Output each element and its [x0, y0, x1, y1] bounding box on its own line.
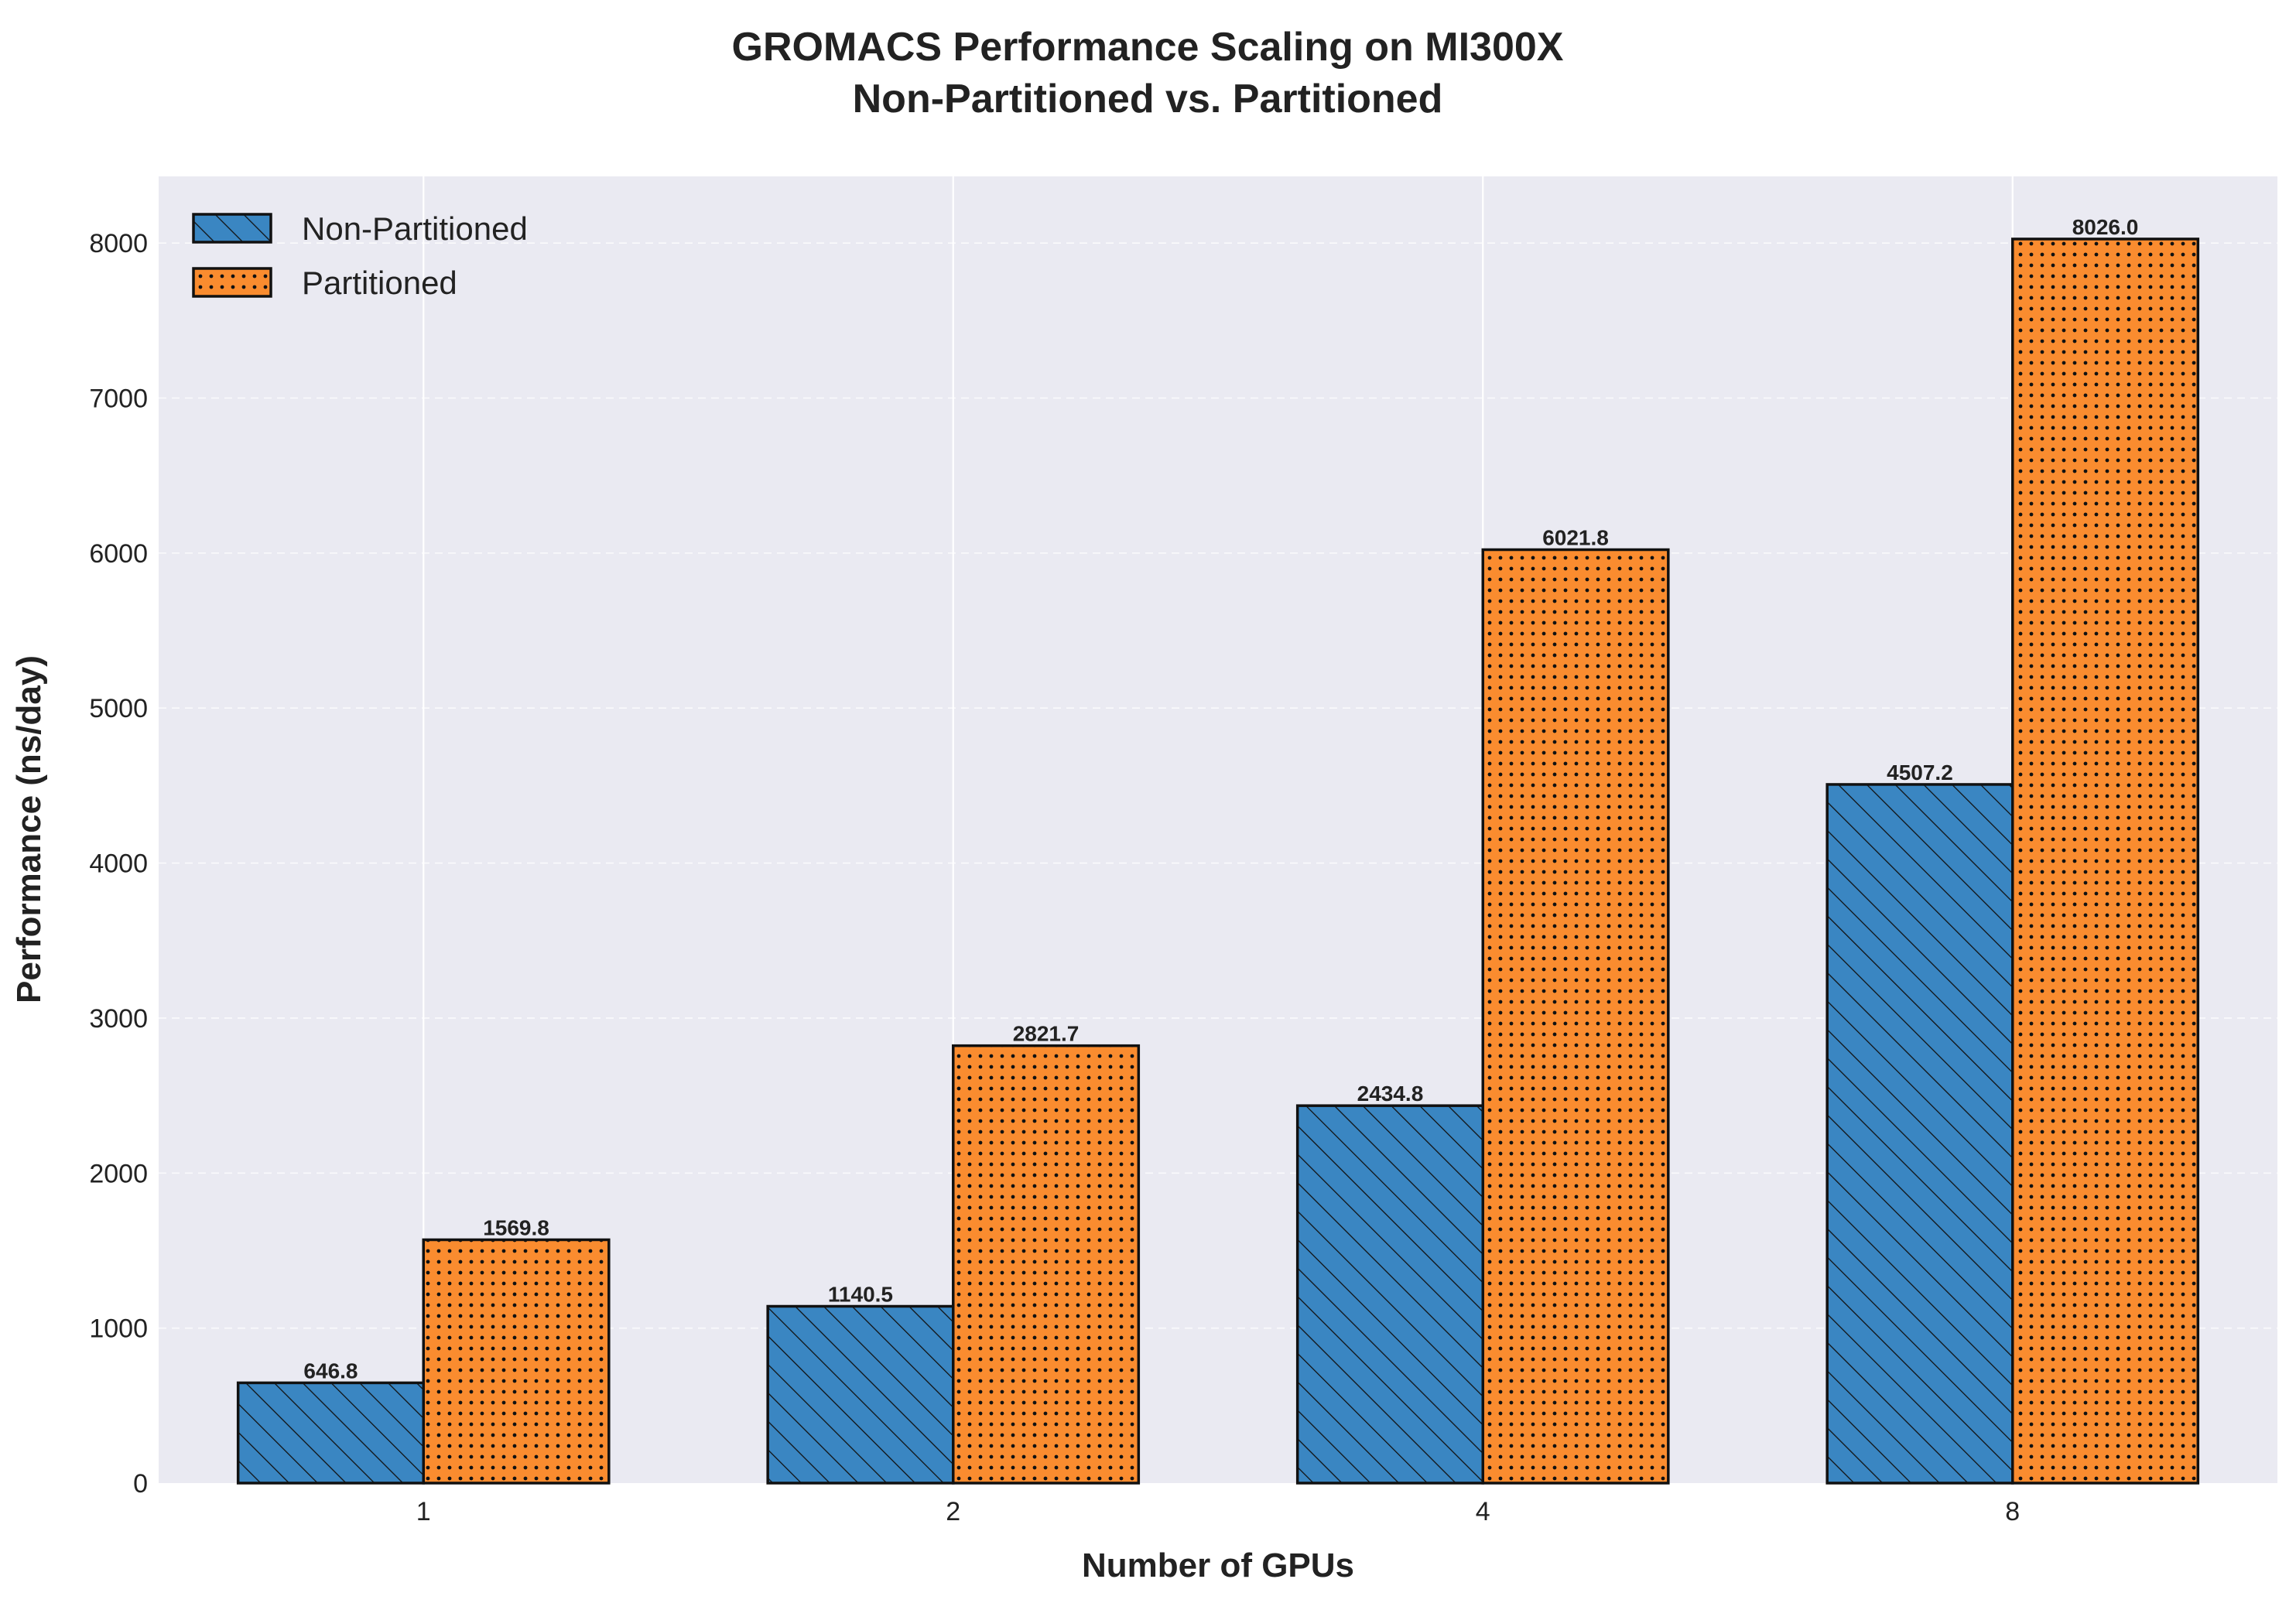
bar-value-label: 1140.5	[828, 1282, 893, 1306]
bar-value-label: 6021.8	[1542, 525, 1609, 549]
y-tick-label: 1000	[89, 1314, 148, 1344]
bar-partitioned-4	[1481, 548, 1670, 1485]
bar-value-labels: 646.8 1140.5 2434.8 4507.2 1569.8 2821.7 6021.…	[303, 215, 2138, 1383]
tick-labels: 0 1000 2000 3000 4000 5000 6000 7000 8000 1 2 4 8	[89, 229, 2020, 1526]
bar-value-label: 2434.8	[1357, 1082, 1424, 1106]
bar-value-label: 646.8	[303, 1359, 358, 1383]
y-tick-label: 2000	[89, 1159, 148, 1188]
bars	[236, 238, 2200, 1485]
bar-partitioned-2	[952, 1044, 1141, 1485]
y-axis-label: Performance (ns/day)	[10, 655, 48, 1003]
bar-partitioned-8	[2011, 238, 2200, 1485]
x-tick-label: 1	[416, 1497, 431, 1526]
x-tick-label: 2	[946, 1497, 960, 1526]
bar-pattern	[1483, 549, 1668, 1483]
bar-value-label: 8026.0	[2072, 215, 2139, 239]
bar-outline	[952, 1044, 1141, 1485]
bar-pattern	[2012, 238, 2198, 1483]
bar-outline	[2011, 238, 2200, 1485]
x-axis-label: Number of GPUs	[1082, 1547, 1354, 1584]
y-tick-label: 3000	[89, 1004, 148, 1034]
y-tick-label: 8000	[89, 229, 148, 258]
chart-title-line-1: GROMACS Performance Scaling on MI300X	[732, 25, 1564, 70]
bar-outline	[1481, 548, 1670, 1485]
bar-pattern	[1297, 1106, 1483, 1483]
legend-swatch-pattern	[193, 214, 271, 242]
chart-title-line-2: Non-Partitioned vs. Partitioned	[853, 77, 1443, 121]
x-tick-label: 4	[1476, 1497, 1490, 1526]
legend-item: Non-Partitioned	[192, 210, 528, 247]
legend-item: Partitioned	[192, 265, 457, 301]
legend-label: Partitioned	[302, 265, 457, 301]
bar-value-label: 4507.2	[1887, 760, 1953, 784]
bar-outline	[422, 1238, 611, 1485]
bar-partitioned-1	[422, 1238, 611, 1485]
bar-non-partitioned-1	[236, 1381, 425, 1485]
y-tick-label: 0	[133, 1469, 148, 1499]
bar-value-label: 1569.8	[483, 1215, 549, 1239]
x-tick-label: 8	[2005, 1497, 2020, 1526]
bar-pattern	[953, 1045, 1139, 1483]
bar-non-partitioned-2	[766, 1304, 955, 1485]
bar-pattern	[238, 1383, 424, 1483]
legend-swatch-pattern	[193, 268, 271, 296]
bar-non-partitioned-4	[1295, 1104, 1485, 1485]
legend: Non-Partitioned Partitioned	[192, 210, 528, 301]
y-tick-label: 7000	[89, 385, 148, 414]
bar-value-label: 2821.7	[1013, 1022, 1080, 1046]
legend-swatch-outline	[192, 213, 272, 244]
bar-pattern	[423, 1239, 609, 1483]
legend-swatch-outline	[192, 267, 272, 298]
bar-pattern	[768, 1306, 953, 1483]
y-tick-label: 4000	[89, 849, 148, 879]
legend-label: Non-Partitioned	[302, 210, 528, 247]
bar-pattern	[1827, 784, 2013, 1483]
y-tick-label: 5000	[89, 694, 148, 723]
bar-non-partitioned-8	[1826, 783, 2014, 1485]
y-tick-label: 6000	[89, 539, 148, 569]
